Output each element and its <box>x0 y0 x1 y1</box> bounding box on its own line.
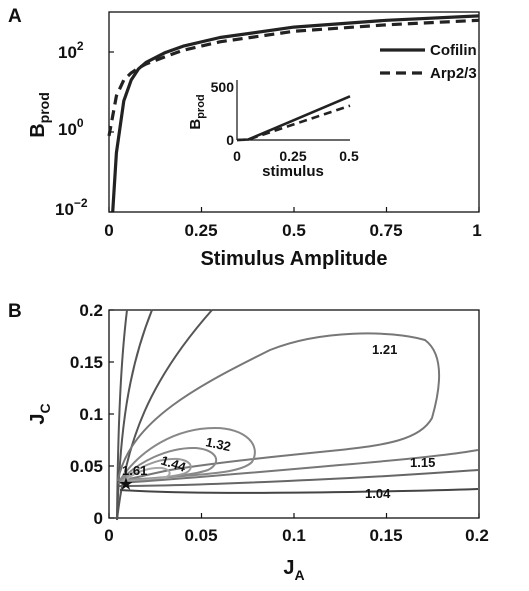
panel-b-y-ticks <box>109 309 114 519</box>
panel-b-x-tick-label-0.05: 0.05 <box>184 526 217 545</box>
panel-a-x-tick-label-0: 0 <box>104 221 113 240</box>
panel-b-x-ticks <box>108 513 480 518</box>
inset-y-tick-label-500: 500 <box>211 79 235 95</box>
panel-a-y-ticks <box>109 51 114 213</box>
panel-a-inset: 500 0 0 0.25 0.5 stimulus Bprod <box>187 79 359 180</box>
panel-b-x-tick-label-0.15: 0.15 <box>369 526 402 545</box>
panel-a-y-tick-label-1e0: 100 <box>58 116 84 139</box>
panel-b-x-tick-label-0.1: 0.1 <box>282 526 306 545</box>
panel-b-y-tick-label-0: 0 <box>94 509 103 528</box>
contour-label-1.61: 1.61 <box>122 463 147 478</box>
panel-b-letter: B <box>8 301 22 322</box>
contour-level-1.15 <box>117 449 479 484</box>
legend-cofilin-label: Cofilin <box>430 42 477 59</box>
panel-b-y-tick-label-0.15: 0.15 <box>70 353 103 372</box>
contour-fan-line-1 <box>116 309 128 521</box>
inset-x-axis-label: stimulus <box>262 163 324 180</box>
panel-b-x-tick-label-0.2: 0.2 <box>465 526 489 545</box>
inset-y-tick-label-0: 0 <box>226 132 234 148</box>
panel-b-y-tick-label-0.05: 0.05 <box>70 457 103 476</box>
panel-b-y-tick-label-0.1: 0.1 <box>79 405 103 424</box>
panel-b-y-axis-label: JC <box>27 403 53 424</box>
panel-b-x-tick-label-0: 0 <box>104 526 113 545</box>
contour-level-1.04 <box>119 488 479 494</box>
contour-label-1.32: 1.32 <box>204 434 232 454</box>
optimum-star-icon: ★ <box>119 476 133 493</box>
panel-a-series-cofilin <box>111 14 480 213</box>
inset-x-tick-label-0.25: 0.25 <box>279 148 306 164</box>
contour-label-1.21: 1.21 <box>372 342 397 357</box>
contour-level-1.21 <box>116 332 440 482</box>
panel-a-x-tick-label-0.75: 0.75 <box>369 221 402 240</box>
inset-x-tick-label-0: 0 <box>233 148 241 164</box>
panel-a-x-ticks <box>108 207 480 212</box>
inset-series-arp23 <box>236 104 351 142</box>
contour-label-1.15: 1.15 <box>410 455 435 470</box>
panel-a-series-arp23 <box>107 18 480 137</box>
panel-b-x-axis-label: JA <box>283 557 304 583</box>
panel-a-x-axis-label: Stimulus Amplitude <box>200 248 387 270</box>
contour-fan-line-2 <box>116 309 153 521</box>
panel-a-y-tick-label-1e2: 102 <box>58 39 84 62</box>
panel-a-letter: A <box>8 6 22 27</box>
inset-series-cofilin <box>236 95 351 142</box>
inset-x-tick-label-0.5: 0.5 <box>339 148 359 164</box>
inset-curves <box>236 95 351 142</box>
panel-a-x-tick-label-1: 1 <box>472 221 481 240</box>
contour-lines <box>116 309 479 521</box>
contour-line-lower-2 <box>118 469 479 487</box>
panel-a-y-axis-label: Bprod <box>27 92 52 138</box>
legend-arp23-label: Arp2/3 <box>430 65 477 82</box>
inset-y-axis-label: Bprod <box>187 94 207 129</box>
panel-a-y-tick-label-1e-2: 10−2 <box>55 196 88 219</box>
panel-a-x-tick-label-0.5: 0.5 <box>282 221 306 240</box>
panel-a-frame <box>108 11 480 213</box>
panel-b-y-tick-label-0.2: 0.2 <box>79 301 103 320</box>
panel-a-curves <box>107 14 480 213</box>
contour-label-1.04: 1.04 <box>365 486 391 501</box>
panel-a-x-tick-label-0.25: 0.25 <box>184 221 217 240</box>
